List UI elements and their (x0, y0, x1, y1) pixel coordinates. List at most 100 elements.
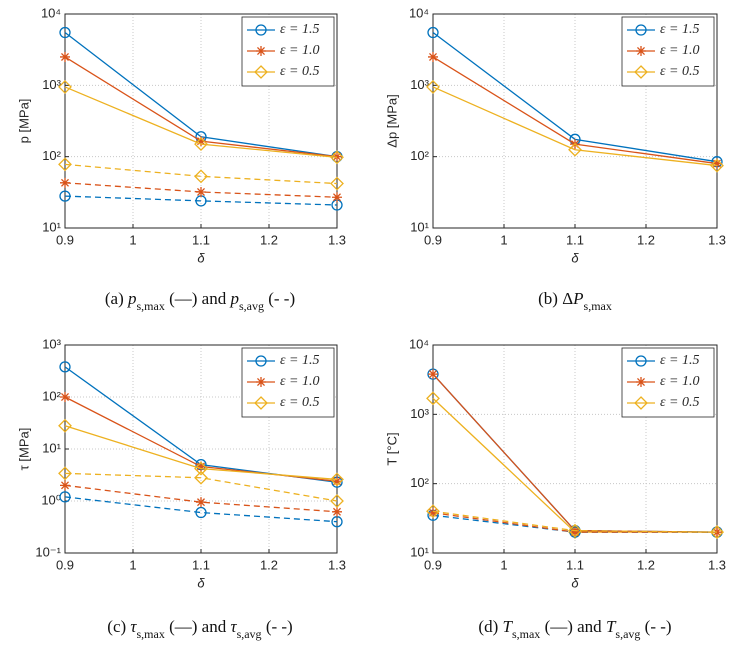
caption-part: (—) and (165, 289, 231, 308)
y-tick-label: 10² (410, 475, 429, 490)
marker (196, 497, 206, 508)
series-line (64, 195, 338, 206)
y-tick-label: 10³ (410, 77, 429, 92)
caption-part: T (606, 617, 617, 636)
x-tick-label: 1.3 (328, 557, 346, 572)
x-tick-label: 1.2 (260, 232, 278, 247)
marker-shape (426, 391, 440, 406)
series-line (64, 496, 338, 523)
x-tick-label: 1 (500, 232, 507, 247)
marker-shape (712, 527, 722, 538)
marker (330, 176, 344, 191)
marker-shape (426, 504, 440, 519)
marker-shape (330, 494, 344, 508)
x-tick-label: 1 (500, 557, 507, 572)
marker-shape (60, 177, 70, 188)
marker (636, 46, 646, 56)
marker (332, 476, 342, 487)
plot-frame (64, 13, 338, 229)
marker (255, 24, 267, 36)
caption-part: s,max (512, 627, 540, 641)
marker-shape (58, 418, 72, 433)
marker-shape (60, 392, 70, 402)
x-tick-label: 1.1 (192, 232, 210, 247)
caption: (c) τs,max (—) and τs,avg (- -) (107, 617, 292, 641)
caption-part: (- -) (262, 617, 293, 636)
marker (196, 186, 206, 197)
marker (634, 65, 648, 79)
x-tick-label: 0.9 (424, 232, 442, 247)
caption-part: s,avg (615, 627, 640, 641)
marker-shape (60, 480, 70, 491)
marker-shape (59, 491, 71, 503)
marker (59, 491, 71, 503)
marker (568, 142, 582, 157)
marker-shape (332, 476, 342, 487)
caption-part: (c) (107, 617, 130, 636)
x-tick-label: 1.2 (637, 232, 655, 247)
marker-shape (636, 46, 646, 56)
marker-shape (712, 158, 722, 169)
marker-shape (427, 26, 439, 39)
marker (58, 466, 72, 481)
caption-part: s,max (584, 299, 612, 313)
marker-shape (194, 137, 208, 152)
marker (255, 355, 267, 367)
marker (636, 377, 646, 387)
caption-part: (b) Δ (538, 289, 573, 308)
x-tick-label: 1 (129, 232, 136, 247)
caption-part: s,max (137, 627, 165, 641)
marker (428, 51, 438, 62)
marker (58, 418, 72, 433)
marker (60, 480, 70, 491)
marker-shape (196, 186, 206, 197)
marker (196, 136, 206, 147)
marker (58, 80, 72, 94)
caption-part: (- -) (264, 289, 295, 308)
marker (426, 80, 440, 94)
series-line (64, 86, 338, 158)
x-tick-label: 1.1 (192, 557, 210, 572)
marker (58, 157, 72, 172)
series-line (64, 182, 338, 198)
x-tick-label: 1.3 (708, 232, 726, 247)
caption-part: (—) and (540, 617, 606, 636)
caption: (a) ps,max (—) and ps,avg (- -) (105, 289, 295, 313)
y-tick-label: 10¹ (410, 544, 429, 559)
marker-shape (332, 506, 342, 517)
series-line (432, 510, 718, 533)
marker (634, 396, 648, 410)
caption-part: s,avg (237, 627, 262, 641)
marker-shape (195, 506, 207, 519)
marker-shape (196, 497, 206, 508)
legend-label: ε = 1.5 (660, 22, 699, 37)
marker (60, 392, 70, 402)
marker (194, 169, 208, 184)
marker-shape (59, 26, 71, 39)
legend-label: ε = 1.0 (280, 43, 319, 58)
marker (59, 361, 71, 373)
marker (194, 137, 208, 152)
marker (710, 158, 724, 173)
legend-label: ε = 1.5 (280, 22, 319, 37)
caption-part: (a) (105, 289, 128, 308)
marker-shape (59, 361, 71, 373)
marker (712, 527, 722, 538)
marker-shape (636, 377, 646, 387)
legend-label: ε = 1.0 (660, 43, 699, 58)
y-tick-label: 10² (42, 148, 61, 163)
caption-part: (d) (478, 617, 502, 636)
plot-frame (432, 13, 718, 229)
marker (196, 461, 206, 472)
marker (256, 377, 266, 387)
marker-shape (428, 507, 438, 518)
series-line (64, 472, 338, 502)
marker-shape (426, 80, 440, 94)
legend-label: ε = 0.5 (280, 395, 319, 410)
marker (428, 369, 438, 380)
caption: (b) ΔPs,max (538, 289, 612, 313)
marker (712, 158, 722, 169)
legend-label: ε = 1.0 (660, 374, 699, 389)
x-tick-label: 1.2 (637, 557, 655, 572)
